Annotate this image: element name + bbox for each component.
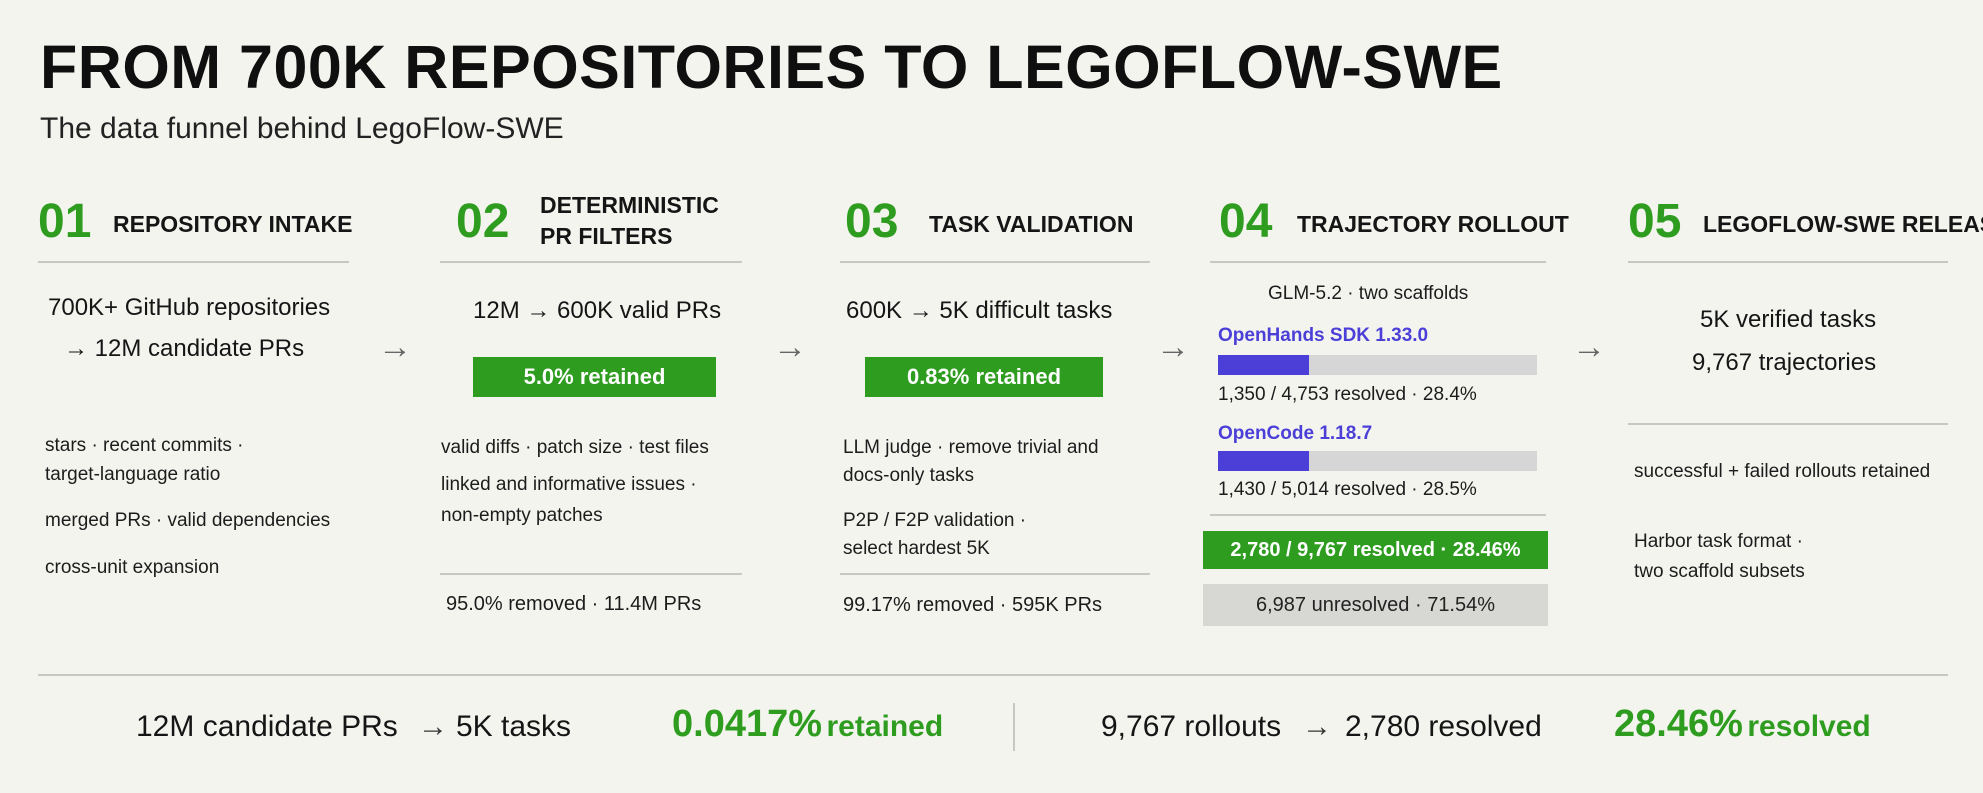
summary-percent: 0.0417%	[672, 703, 823, 745]
criteria-item: select hardest 5K	[843, 538, 990, 559]
flow-arrow-icon: →	[1572, 328, 1606, 366]
release-note: successful + failed rollouts retained	[1634, 461, 1931, 482]
removed-stat: 99.17% removed · 595K PRs	[843, 594, 1103, 616]
criteria-item: LLM judge · remove trivial and	[843, 437, 1099, 458]
resolved-bar-fill	[1218, 355, 1309, 375]
model-label: GLM-5.2 · two scaffolds	[1268, 283, 1469, 304]
stage-headline: 700K+ GitHub repositories	[48, 294, 331, 321]
stage-title: LEGOFLOW-SWE RELEASE	[1703, 211, 1983, 237]
criteria-item: merged PRs · valid dependencies	[45, 510, 331, 531]
resolved-bar-fill	[1218, 451, 1309, 471]
stage-divider	[440, 573, 742, 575]
criteria-item: non-empty patches	[441, 505, 603, 526]
removed-stat: 95.0% removed · 11.4M PRs	[446, 593, 702, 615]
summary-arrow-icon: →	[418, 710, 448, 743]
summary-percent: 28.46%	[1614, 703, 1743, 745]
stage-headline: → 12M candidate PRs	[64, 335, 305, 362]
resolved-bar-track	[1218, 451, 1537, 471]
summary-from: 9,767 rollouts	[1101, 710, 1282, 743]
stage-headline: 12M → 600K valid PRs	[473, 297, 722, 324]
flow-arrow-icon: →	[773, 328, 807, 366]
stage-divider	[1210, 261, 1546, 263]
stage-number: 03	[845, 195, 899, 248]
page-title: FROM 700K REPOSITORIES TO LEGOFLOW-SWE	[40, 33, 1503, 101]
stage-number: 02	[456, 195, 510, 248]
criteria-item: linked and informative issues ·	[441, 474, 697, 495]
criteria-item: P2P / F2P validation ·	[843, 510, 1027, 531]
total-unresolved-bar: 6,987 unresolved · 71.54%	[1203, 584, 1548, 626]
stage-headline: 9,767 trajectories	[1692, 349, 1877, 376]
page-subtitle: The data funnel behind LegoFlow-SWE	[40, 112, 564, 145]
scaffold-stats: 1,430 / 5,014 resolved · 28.5%	[1218, 479, 1477, 500]
flow-arrow-icon: →	[1156, 328, 1190, 366]
stage-number: 05	[1628, 195, 1682, 248]
stage-title: TASK VALIDATION	[929, 211, 1134, 237]
criteria-item: valid diffs · patch size · test files	[441, 437, 709, 458]
stage-divider	[1628, 261, 1948, 263]
summary-resolved-value: 28.46% resolved	[1614, 703, 1871, 746]
release-note: two scaffold subsets	[1634, 561, 1805, 582]
stage-headline: 5K verified tasks	[1700, 306, 1877, 333]
scaffold-name: OpenCode 1.18.7	[1218, 423, 1373, 444]
summary-to: 2,780 resolved	[1345, 710, 1542, 743]
stage-divider	[1210, 514, 1546, 516]
stage-title: TRAJECTORY ROLLOUT	[1297, 211, 1569, 237]
stage-divider	[1628, 423, 1948, 425]
flow-arrow-icon: →	[378, 328, 412, 366]
stage-divider	[840, 573, 1150, 575]
stage-title: REPOSITORY INTAKE	[113, 211, 353, 237]
footer-separator	[1013, 703, 1015, 751]
stage-divider	[840, 261, 1150, 263]
stage-title: PR FILTERS	[540, 223, 673, 249]
criteria-item: docs-only tasks	[843, 465, 974, 486]
stage-title: DETERMINISTIC	[540, 192, 719, 218]
stage-divider	[440, 261, 742, 263]
retained-badge: 5.0% retained	[473, 357, 716, 397]
release-note: Harbor task format ·	[1634, 531, 1803, 552]
scaffold-stats: 1,350 / 4,753 resolved · 28.4%	[1218, 384, 1477, 405]
summary-unit: resolved	[1747, 710, 1871, 743]
summary-to: 5K tasks	[456, 710, 572, 743]
stage-number: 04	[1219, 195, 1273, 248]
resolved-bar-track	[1218, 355, 1537, 375]
stage-number: 01	[38, 195, 92, 248]
retained-badge: 0.83% retained	[865, 357, 1103, 397]
criteria-item: cross-unit expansion	[45, 557, 220, 578]
summary-retained-value: 0.0417% retained	[672, 703, 943, 746]
summary-from: 12M candidate PRs	[136, 710, 398, 743]
summary-arrow-icon: →	[1302, 710, 1332, 743]
stage-headline: 600K → 5K difficult tasks	[846, 297, 1113, 324]
criteria-item: target-language ratio	[45, 464, 221, 485]
scaffold-name: OpenHands SDK 1.33.0	[1218, 325, 1429, 346]
footer-divider	[38, 674, 1948, 676]
criteria-item: stars · recent commits ·	[45, 435, 244, 456]
stage-divider	[38, 261, 349, 263]
summary-unit: retained	[826, 710, 944, 743]
total-resolved-bar: 2,780 / 9,767 resolved · 28.46%	[1203, 531, 1548, 569]
